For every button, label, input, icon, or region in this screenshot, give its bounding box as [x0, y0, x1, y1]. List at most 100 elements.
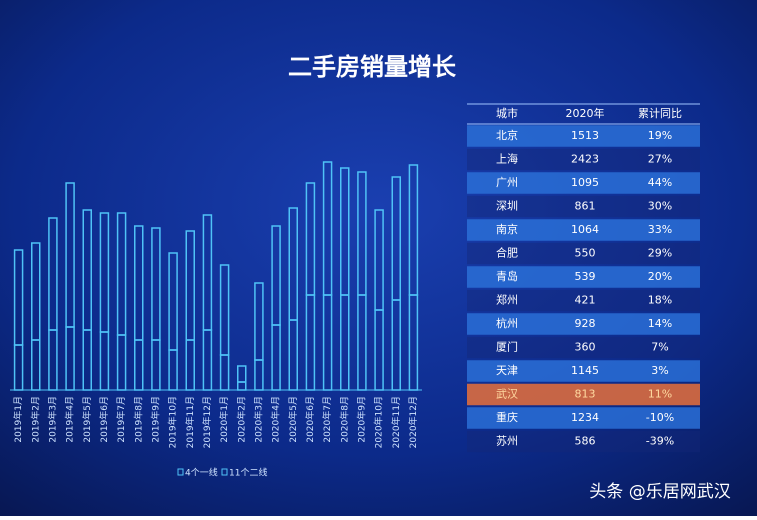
- x-tick-label: 2019年4月: [64, 396, 76, 443]
- bar-segment: [116, 212, 127, 336]
- table-row: [467, 383, 700, 406]
- table-cell: 813: [575, 388, 596, 401]
- table-cell: -10%: [646, 411, 674, 424]
- table-cell: -39%: [646, 435, 674, 448]
- bar-segment: [340, 167, 350, 296]
- bar-segment: [185, 230, 195, 341]
- x-tick-label: 2020年9月: [355, 396, 367, 443]
- x-tick-label: 2020年2月: [235, 396, 247, 443]
- table-cell: 重庆: [496, 410, 518, 424]
- bar-segment: [408, 164, 419, 296]
- table-cell: 北京: [496, 128, 518, 142]
- table-cell: 杭州: [496, 316, 518, 330]
- table-cell: 1064: [571, 223, 599, 236]
- bar-segment: [219, 264, 230, 356]
- table-row: [467, 360, 700, 382]
- table-cell: 天津: [496, 364, 518, 377]
- bar-segment: [305, 182, 316, 296]
- table-cell: 厦门: [496, 340, 518, 354]
- table-cell: 29%: [648, 247, 672, 260]
- table-cell: 1234: [571, 411, 599, 424]
- x-tick-label: 2020年10月: [373, 396, 385, 448]
- legend-label: 4个一线: [185, 467, 218, 479]
- legend-swatch: [221, 468, 228, 476]
- x-tick-label: 2020年11月: [390, 396, 402, 448]
- table-cell: 539: [575, 270, 596, 283]
- table-cell: 33%: [648, 223, 672, 236]
- table-cell: 苏州: [496, 435, 518, 448]
- bar-segment: [254, 282, 264, 361]
- bar-segment: [288, 207, 298, 321]
- table-cell: 421: [575, 294, 596, 307]
- bar-segment: [357, 171, 367, 296]
- bar-segment: [237, 365, 247, 383]
- table-cell: 861: [575, 200, 596, 213]
- table-cell: 1513: [571, 129, 599, 142]
- table-cell: 44%: [648, 176, 672, 189]
- table-cell: 14%: [648, 317, 672, 330]
- table-header: 城市: [496, 106, 518, 120]
- table-cell: 550: [575, 247, 596, 260]
- table-cell: 30%: [648, 200, 672, 213]
- table-row: [467, 125, 700, 147]
- table-cell: 上海: [496, 152, 518, 166]
- bar-segment: [48, 217, 58, 331]
- table-cell: 18%: [648, 294, 672, 307]
- table-row: [467, 336, 700, 359]
- watermark: 头条 @乐居网武汉: [589, 482, 730, 502]
- table-row: [467, 313, 700, 335]
- table-cell: 586: [575, 435, 596, 448]
- x-tick-label: 2020年1月: [218, 396, 230, 443]
- bar-segment: [99, 212, 110, 333]
- bar-segment: [82, 209, 92, 331]
- table-row: [467, 289, 700, 312]
- bar-segment: [31, 242, 41, 341]
- table-cell: 20%: [648, 270, 672, 283]
- bar-segment: [374, 209, 384, 311]
- bar-segment: [391, 176, 401, 301]
- table-cell: 广州: [496, 176, 518, 189]
- table-row: [467, 266, 700, 288]
- x-tick-label: 2020年5月: [287, 396, 299, 443]
- bar-segment: [151, 227, 161, 341]
- table-cell: 19%: [648, 129, 672, 142]
- table-cell: 1145: [571, 364, 599, 377]
- table-row: [467, 195, 700, 218]
- table-header: 累计同比: [638, 107, 682, 120]
- table-cell: 郑州: [496, 293, 518, 307]
- x-tick-label: 2019年2月: [29, 396, 41, 443]
- x-tick-label: 2020年8月: [338, 396, 350, 443]
- table-cell: 深圳: [496, 200, 518, 213]
- table-cell: 武汉: [496, 388, 518, 401]
- bar-segment: [65, 182, 75, 328]
- x-tick-label: 2019年7月: [115, 396, 127, 443]
- table-cell: 7%: [651, 341, 668, 354]
- x-tick-label: 2019年10月: [167, 396, 179, 448]
- table-cell: 928: [575, 317, 596, 330]
- x-tick-label: 2019年11月: [184, 396, 196, 448]
- table-cell: 11%: [648, 388, 672, 401]
- table-cell: 2423: [571, 153, 599, 166]
- table-cell: 合肥: [496, 246, 518, 260]
- bar-segment: [168, 252, 178, 351]
- x-tick-label: 2019年1月: [12, 396, 24, 443]
- x-tick-label: 2020年7月: [321, 396, 333, 443]
- table-cell: 3%: [651, 364, 668, 377]
- chart-title: 二手房销量增长: [288, 53, 457, 81]
- x-tick-label: 2019年5月: [81, 396, 93, 443]
- x-tick-label: 2020年4月: [270, 396, 282, 443]
- table-cell: 360: [575, 341, 596, 354]
- x-tick-label: 2019年3月: [46, 396, 58, 443]
- x-tick-label: 2020年6月: [304, 396, 316, 443]
- table-cell: 青岛: [496, 269, 518, 283]
- bar-segment: [134, 225, 144, 341]
- table-row: [467, 172, 700, 194]
- table-row: [467, 219, 700, 241]
- x-tick-label: 2019年12月: [201, 396, 213, 448]
- bar-segment: [271, 225, 281, 326]
- table-cell: 27%: [648, 153, 672, 166]
- table-row: [467, 242, 700, 265]
- table-header: 2020年: [566, 106, 605, 120]
- bar-segment: [202, 214, 213, 331]
